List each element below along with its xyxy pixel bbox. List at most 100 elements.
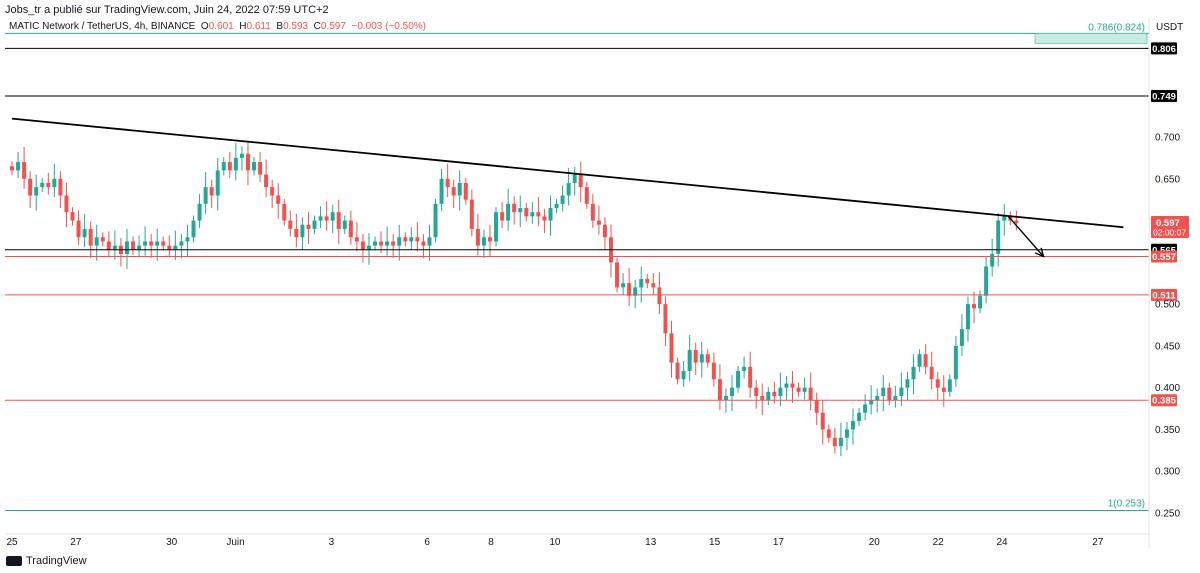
candle-body [863,404,868,413]
candle-body [639,279,644,288]
projection-arrow [1007,215,1045,257]
candle-body [360,241,365,250]
candle-body [524,208,529,217]
time-tick-label: 10 [549,537,561,548]
candle-body [288,220,293,229]
brand-label: TradingView [26,555,87,567]
candle-body [1014,220,1019,224]
candle-body [197,203,202,221]
projection-arrow-head [1034,247,1045,258]
low-value: 0.593 [283,21,309,32]
descending-trendline [11,117,1124,229]
candle-body [209,187,214,196]
candle-body [584,187,589,204]
candle-body [602,224,607,238]
levels: 0.786(0.824)1(0.253)0.8060.7490.5650.557… [5,22,1189,511]
candle-body [838,437,843,447]
candle-body [826,429,831,438]
candle-body [754,387,759,397]
time-tick-label: 30 [166,537,178,548]
candle-body [681,370,686,380]
candle-body [766,391,771,401]
candle-body [185,237,190,242]
time-tick-label: 25 [6,537,18,548]
drawings [11,117,1124,258]
candle-body [506,203,511,221]
candle-body [348,220,353,238]
candle-body [445,178,450,188]
candle-body [675,362,680,380]
candle-body [433,203,438,238]
price-badge-label: 0.806 [1152,44,1176,55]
candle-body [239,153,244,158]
candle-body [911,366,916,380]
candle-body [893,396,898,401]
currency-label: USDT [1156,22,1183,33]
price-tick-label: 0.300 [1155,467,1180,478]
candle-body [790,383,795,388]
candle-body [530,212,535,217]
candle-body [385,241,390,246]
candle-body [990,253,995,267]
current-price-badge [1151,216,1189,239]
price-tick-label: 0.700 [1155,133,1180,144]
candle-body [1002,216,1007,221]
candle-body [996,220,1001,254]
open-value: 0.601 [208,21,234,32]
candle-body [227,162,232,171]
candle-body [100,237,105,242]
time-tick-label: 20 [869,537,881,548]
candle-body [844,429,849,438]
candle-body [772,391,777,397]
candle-body [143,241,148,246]
candle-body [748,366,753,388]
candle-body [621,283,626,288]
candle-body [457,182,462,196]
candle-body [245,153,250,171]
price-badge-label: 0.749 [1152,92,1176,103]
candle-body [808,387,813,401]
candle-body [627,283,632,296]
candle-body [500,212,505,221]
candle-body [106,241,111,250]
candle-body [137,245,142,250]
candle-body [699,354,704,363]
candle-body [615,262,620,288]
candle-body [439,178,444,204]
candle-body [336,212,341,229]
tradingview-logo: TradingView [6,555,87,567]
price-tick-label: 0.250 [1155,509,1180,520]
open-label: O [200,21,209,32]
price-tick-label: 0.400 [1155,383,1180,394]
time-tick-label: 8 [488,537,494,548]
candle-body [264,174,269,188]
candle-body [778,387,783,397]
candle-body [379,241,384,246]
candle-body [16,162,21,171]
candle-body [536,212,541,217]
candle-body [705,354,710,363]
candle-body [542,216,547,221]
high-label: H [239,21,247,32]
candle-body [512,203,517,213]
candle-body [711,362,716,380]
time-tick-label: 15 [709,537,721,548]
candle-body [917,354,922,367]
candle-body [366,245,371,250]
candle-body [300,224,305,238]
candle-body [663,304,668,334]
price-badge [1151,394,1177,407]
candle-body [572,174,577,183]
candle-body [972,304,977,309]
fib-zone [1034,33,1148,44]
price-tick-label: 0.450 [1155,341,1180,352]
candle-body [784,383,789,388]
candle-body [857,412,862,422]
candle-body [94,237,99,246]
candle-body [342,220,347,229]
axes: USDT 0.250 0.300 0.350 0.400 0.450 0.500 0.650 0… [5,18,1183,548]
candle-body [899,387,904,397]
candle-body [978,295,983,309]
candle-body [923,354,928,367]
